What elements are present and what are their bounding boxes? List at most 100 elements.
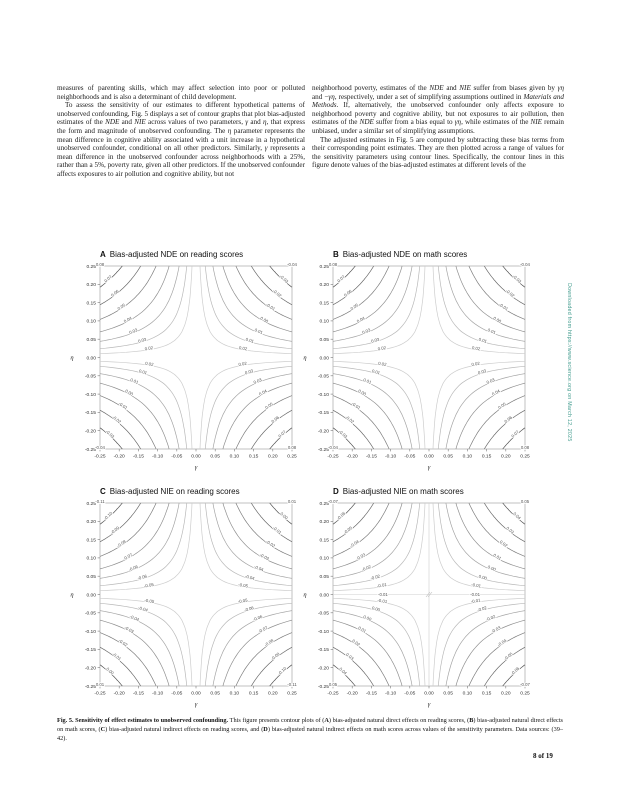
- y-tick-label: 0.10: [86, 556, 96, 562]
- text-run: γη: [328, 92, 335, 101]
- x-tick-label: 0.05: [443, 691, 453, 697]
- x-tick-label: -0.05: [404, 691, 415, 697]
- contour-label: 0.03: [361, 327, 371, 335]
- contour-label: 0.03: [137, 337, 147, 344]
- contour-line: [99, 502, 170, 570]
- contour-line: [332, 265, 413, 342]
- contour-label: -0.10: [277, 665, 288, 676]
- contour-line: [445, 373, 526, 450]
- contour-line: [99, 265, 180, 342]
- y-axis-label: η: [70, 355, 73, 362]
- text-run: suffer from a bias equal to: [373, 118, 455, 127]
- contour-label: 0.04: [258, 388, 268, 397]
- contour-line: [99, 664, 123, 687]
- x-tick-label: 0.15: [249, 454, 259, 460]
- panel-title: A Bias-adjusted NDE on reading scores: [62, 250, 302, 263]
- contour-label: 0.03: [486, 377, 496, 385]
- contour-label: -0.05: [144, 582, 155, 589]
- contour-label: 0.05: [497, 401, 507, 410]
- contour-label: -0.02: [111, 414, 122, 424]
- contour-label: -0.02: [370, 573, 381, 581]
- contour-label: -0.01: [470, 597, 481, 604]
- contour-label: 0.06: [110, 288, 120, 297]
- contour-line: [99, 382, 170, 450]
- contour-line: [251, 409, 293, 450]
- x-tick-label: 0.25: [287, 691, 297, 697]
- panel-letter: A: [100, 250, 106, 259]
- text-run: B: [469, 717, 474, 724]
- contour-line: [468, 632, 526, 687]
- text-run: γ: [264, 144, 268, 153]
- contour-panel-a: A Bias-adjusted NDE on reading scores -0.2…: [62, 250, 302, 476]
- plot-border: [99, 502, 293, 687]
- contour-line: [99, 602, 188, 687]
- x-tick-label: 0.00: [191, 691, 201, 697]
- y-tick-label: -0.05: [85, 611, 96, 617]
- contour-label: -0.07: [122, 552, 134, 561]
- y-tick-label: -0.20: [318, 666, 329, 672]
- contour-line: [332, 360, 426, 450]
- contour-label: 0.00: [492, 316, 502, 325]
- text-run: NDE: [429, 84, 444, 92]
- contour-line: [99, 427, 123, 450]
- contour-label: -0.05: [503, 651, 514, 661]
- contour-line: [332, 610, 413, 687]
- y-tick-label: 0.25: [86, 501, 96, 507]
- contour-label: -0.02: [361, 564, 373, 573]
- contour-label: -0.04: [520, 263, 530, 267]
- text-run: suffer from biases given by: [470, 84, 558, 92]
- text-run: To assess the sensitivity of our estimat…: [57, 101, 305, 127]
- contour-line: [269, 664, 293, 687]
- contour-line: [332, 502, 421, 587]
- contour-panel-b: B Bias-adjusted NDE on math scores -0.25 -0…: [295, 250, 535, 476]
- x-tick-label: -0.05: [171, 454, 182, 460]
- text-run: and: [119, 118, 135, 127]
- contour-line: [432, 265, 526, 355]
- x-tick-label: -0.15: [133, 454, 144, 460]
- plot-border: [99, 265, 293, 450]
- contour-label: -0.05: [238, 582, 249, 589]
- contour-line: [445, 610, 526, 687]
- contour-label: 0.08: [96, 263, 105, 267]
- x-tick-label: -0.15: [366, 454, 377, 460]
- text-run: NDE: [359, 118, 374, 127]
- contour-label: -0.06: [510, 665, 521, 676]
- contour-label: 0.01: [138, 368, 148, 375]
- text-run: A: [324, 717, 329, 724]
- y-tick-label: -0.05: [85, 374, 96, 380]
- contour-label: 0.00: [259, 316, 269, 325]
- x-tick-label: 0.00: [424, 454, 434, 460]
- text-run: across values of two parameters,: [145, 118, 246, 127]
- x-tick-label: -0.20: [347, 691, 358, 697]
- contour-label: -0.03: [105, 429, 116, 440]
- contour-label: 0.00: [105, 666, 115, 676]
- contour-line: [332, 265, 421, 350]
- text-run: NDE: [105, 118, 120, 127]
- text-run: remain unbiased, under a similar set of …: [312, 118, 564, 136]
- text-run: The adjusted estimates in Fig. 5 are com…: [312, 135, 564, 170]
- y-tick-label: 0.10: [86, 319, 96, 325]
- contour-line: [332, 265, 390, 320]
- contour-label: -0.01: [378, 592, 388, 597]
- x-tick-label: -0.15: [133, 691, 144, 697]
- y-tick-label: -0.15: [318, 647, 329, 653]
- contour-label: 0.02: [471, 361, 481, 367]
- contour-label: -0.01: [377, 598, 388, 605]
- contour-label: -0.04: [95, 445, 105, 450]
- contour-line: [484, 265, 526, 306]
- zero-contour-break: [425, 591, 431, 598]
- contour-label: 0.05: [116, 302, 126, 311]
- contour-label: -0.03: [124, 625, 136, 634]
- contour-label: 0.00: [279, 511, 289, 521]
- contour-label: -0.03: [512, 274, 523, 285]
- contour-line: [222, 619, 293, 687]
- y-tick-label: -0.05: [318, 611, 329, 617]
- text-run: and −: [312, 92, 329, 101]
- contour-line: [432, 360, 526, 450]
- contour-label: 0.01: [363, 377, 373, 385]
- x-tick-label: 0.05: [443, 454, 453, 460]
- contour-label: -0.03: [490, 625, 502, 634]
- contour-label: 0.06: [270, 414, 280, 423]
- contour-label: 0.00: [124, 388, 134, 397]
- contour-line: [332, 502, 374, 543]
